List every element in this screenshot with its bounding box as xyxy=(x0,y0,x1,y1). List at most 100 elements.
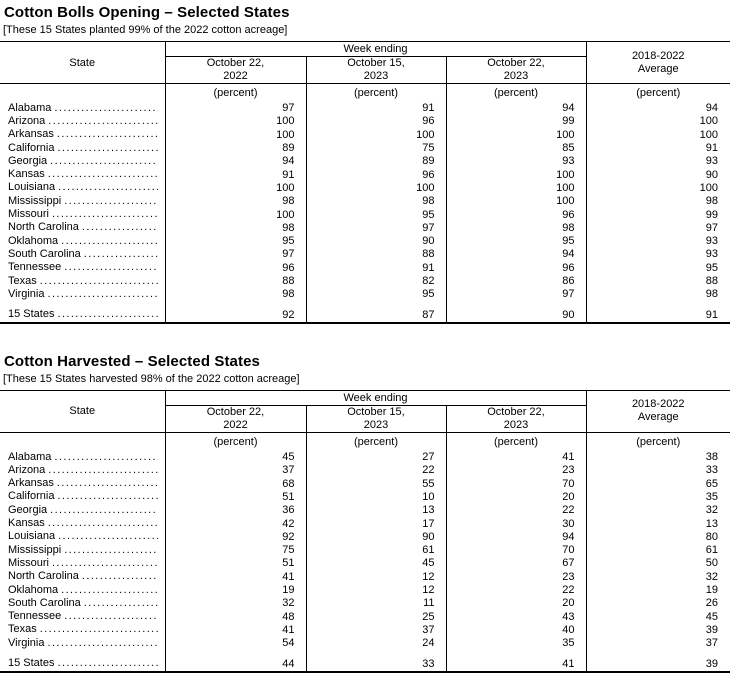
value-cell: 37 xyxy=(305,623,446,637)
value-cell: 41 xyxy=(164,623,306,637)
state-name: Alabama xyxy=(8,101,52,114)
value-cell: 67 xyxy=(445,556,586,571)
value-cell: 97 xyxy=(164,247,306,262)
value-cell: 75 xyxy=(305,141,446,155)
table-title: Cotton Bolls Opening – Selected States xyxy=(4,4,290,21)
average-line2: Average xyxy=(637,411,679,424)
column-header-date-3: October 22, 2023 xyxy=(445,56,586,84)
value-cell: 100 xyxy=(585,114,730,129)
value-cell: 70 xyxy=(445,477,586,491)
spacer-cell xyxy=(445,300,586,308)
value-cell: 45 xyxy=(585,610,730,624)
table-row: Oklahoma95909593 xyxy=(0,234,730,248)
state-name: Georgia xyxy=(8,503,48,516)
dot-leader xyxy=(48,464,157,477)
column-header-state: State xyxy=(0,390,165,433)
value-cell: 42 xyxy=(164,516,306,531)
value-cell: 100 xyxy=(305,128,446,142)
state-cell: Arizona xyxy=(0,115,165,128)
state-name: Arkansas xyxy=(8,128,54,141)
state-name: North Carolina xyxy=(8,221,79,234)
value-cell: 93 xyxy=(585,154,730,168)
value-cell: 93 xyxy=(445,154,586,168)
state-name: Alabama xyxy=(8,450,52,463)
column-header-date-1: October 22, 2022 xyxy=(164,405,306,433)
table-subtitle: [These 15 States planted 99% of the 2022… xyxy=(3,24,288,36)
value-cell: 95 xyxy=(585,261,730,275)
unit-cell-empty xyxy=(0,432,165,450)
spacer-row xyxy=(0,300,730,308)
value-cell: 89 xyxy=(305,154,446,168)
column-header-week-ending: Week ending xyxy=(164,390,586,406)
value-cell: 100 xyxy=(445,167,586,182)
value-cell: 92 xyxy=(164,307,306,323)
dot-leader xyxy=(48,168,158,181)
state-name: Louisiana xyxy=(8,530,56,543)
value-cell: 90 xyxy=(585,167,730,182)
value-cell: 13 xyxy=(305,503,446,517)
state-cell: Mississippi xyxy=(0,544,165,557)
state-name: Texas xyxy=(8,274,37,287)
state-name: Georgia xyxy=(8,154,48,167)
state-name: Oklahoma xyxy=(8,583,59,596)
value-cell: 27 xyxy=(305,450,446,464)
value-cell: 54 xyxy=(164,636,306,650)
state-name: Kansas xyxy=(8,517,45,530)
cotton-bolls-opening-table: State Week ending 2018-2022 Average Octo… xyxy=(0,41,730,324)
unit-cell: (percent) xyxy=(305,432,446,451)
spacer-cell xyxy=(305,649,446,657)
value-cell: 41 xyxy=(445,450,586,464)
value-cell: 90 xyxy=(305,530,446,544)
value-cell: 94 xyxy=(585,101,730,115)
state-cell: South Carolina xyxy=(0,597,165,610)
state-name: California xyxy=(8,141,55,154)
state-name: 15 States xyxy=(8,308,55,321)
date-line1: October 22, xyxy=(206,57,265,69)
spacer-cell xyxy=(164,300,306,308)
value-cell: 11 xyxy=(305,596,446,611)
state-cell: Mississippi xyxy=(0,195,165,208)
value-cell: 33 xyxy=(585,463,730,478)
value-cell: 97 xyxy=(305,221,446,235)
value-cell: 24 xyxy=(305,636,446,650)
state-cell: Alabama xyxy=(0,450,165,463)
value-cell: 85 xyxy=(445,141,586,155)
spacer-cell xyxy=(585,300,730,308)
dot-leader xyxy=(61,235,157,248)
state-cell: Arizona xyxy=(0,464,165,477)
state-name: Arizona xyxy=(8,114,46,127)
dot-leader xyxy=(64,261,157,274)
state-name: Tennessee xyxy=(8,610,62,623)
table-row: Arkansas100100100100 xyxy=(0,128,730,142)
table-row: Tennessee96919695 xyxy=(0,261,730,275)
average-line1: 2018-2022 xyxy=(631,49,685,62)
value-cell: 19 xyxy=(585,583,730,597)
state-name: Missouri xyxy=(8,208,49,221)
column-header-state: State xyxy=(0,41,165,84)
state-name: Louisiana xyxy=(8,181,56,194)
value-cell: 98 xyxy=(585,194,730,208)
value-cell: 87 xyxy=(305,307,446,323)
average-line1: 2018-2022 xyxy=(631,398,685,411)
value-cell: 61 xyxy=(585,543,730,557)
dot-leader xyxy=(84,597,158,610)
state-name: Virginia xyxy=(8,636,45,649)
value-cell: 100 xyxy=(164,181,306,195)
column-header-average: 2018-2022 Average xyxy=(585,390,730,433)
state-cell: California xyxy=(0,141,165,154)
table-header: State Week ending 2018-2022 Average Octo… xyxy=(0,390,730,451)
value-cell: 88 xyxy=(305,247,446,262)
state-cell: Missouri xyxy=(0,208,165,221)
state-name: Tennessee xyxy=(8,261,62,274)
state-name: South Carolina xyxy=(8,596,81,609)
value-cell: 65 xyxy=(585,477,730,491)
state-name: Texas xyxy=(8,623,37,636)
value-cell: 96 xyxy=(305,167,446,182)
value-cell: 100 xyxy=(305,181,446,195)
spacer-cell xyxy=(585,649,730,657)
